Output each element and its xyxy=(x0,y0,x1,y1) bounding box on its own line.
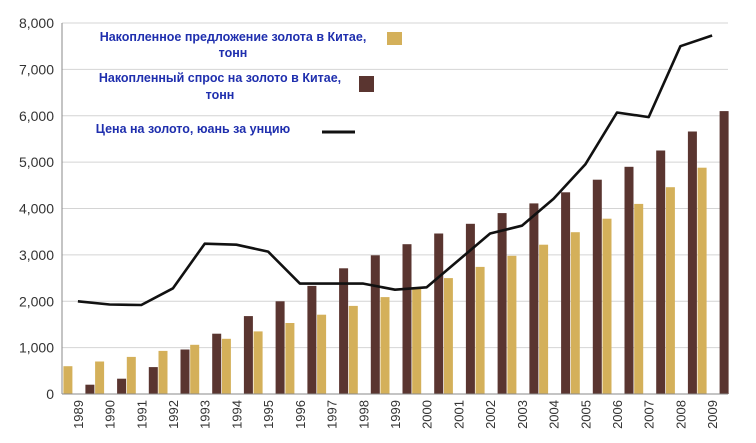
x-tick-label: 2001 xyxy=(451,400,466,429)
y-tick-label: 4,000 xyxy=(19,201,54,217)
y-tick-label: 3,000 xyxy=(19,247,54,263)
bar-series-2-1989 xyxy=(85,384,95,394)
legend-label-3: Цена на золото, юань за унцию xyxy=(96,122,291,136)
bar-series-1-2001 xyxy=(443,278,453,394)
x-tick-label: 1993 xyxy=(198,400,213,429)
bar-series-2-2007 xyxy=(656,150,666,394)
x-tick-label: 2009 xyxy=(705,400,720,429)
x-tick-label: 2008 xyxy=(673,400,688,429)
bar-series-2-2002 xyxy=(497,213,507,394)
x-tick-label: 2004 xyxy=(547,400,562,429)
x-tick-label: 2006 xyxy=(610,400,625,429)
x-tick-label: 2007 xyxy=(642,400,657,429)
bar-series-1-2009 xyxy=(697,167,707,394)
bar-series-1-1990 xyxy=(95,361,105,394)
y-tick-label: 7,000 xyxy=(19,61,54,77)
x-tick-label: 1998 xyxy=(356,400,371,429)
bar-series-1-1998 xyxy=(348,305,358,394)
y-tick-label: 2,000 xyxy=(19,293,54,309)
x-tick-label: 1994 xyxy=(229,400,244,429)
legend-label-1: тонн xyxy=(219,46,248,60)
bar-series-1-1999 xyxy=(380,297,390,394)
legend-swatch-2 xyxy=(359,76,374,92)
bar-series-1-2003 xyxy=(507,255,517,394)
bar-series-1-1994 xyxy=(221,338,231,394)
bar-series-1-2006 xyxy=(602,218,612,394)
bar-series-1-1989 xyxy=(63,366,73,394)
bar-series-2-2008 xyxy=(687,131,697,394)
bar-series-1-1991 xyxy=(126,356,136,394)
legend: Накопленное предложение золота в Китае, т… xyxy=(96,30,402,136)
bar-series-2-2009 xyxy=(719,111,729,394)
bar-series-2-1993 xyxy=(212,333,222,394)
y-tick-label: 6,000 xyxy=(19,108,54,124)
x-tick-label: 1991 xyxy=(134,400,149,429)
bar-series-2-2000 xyxy=(434,233,444,394)
bar-series-1-2004 xyxy=(539,244,549,394)
bar-series-1-1997 xyxy=(317,314,327,394)
bar-series-2-1990 xyxy=(117,378,127,394)
bar-series-2-1991 xyxy=(148,367,158,394)
x-tick-label: 2005 xyxy=(578,400,593,429)
line-layer xyxy=(77,34,713,307)
y-tick-label: 0 xyxy=(46,386,54,402)
x-tick-label: 2002 xyxy=(483,400,498,429)
bar-series-1-1993 xyxy=(190,344,200,394)
bar-series-2-2004 xyxy=(561,192,571,394)
x-tick-label: 1990 xyxy=(103,400,118,429)
x-tick-label: 2003 xyxy=(515,400,530,429)
x-tick-label: 2000 xyxy=(420,400,435,429)
x-tick-label: 1997 xyxy=(325,400,340,429)
bar-series-1-2002 xyxy=(475,266,485,394)
bar-series-2-1997 xyxy=(339,268,349,394)
bar-series-1-2008 xyxy=(665,187,675,394)
bar-series-1-2005 xyxy=(570,232,580,394)
bar-series-1-2000 xyxy=(412,287,422,394)
bar-series-2-1994 xyxy=(243,316,253,394)
bars-layer xyxy=(63,111,729,395)
bar-series-2-1999 xyxy=(402,244,412,394)
axis-layer: 0 1,000 2,000 3,000 4,000 5,000 6,000 7,000 8,00… xyxy=(19,15,728,429)
bar-series-1-1992 xyxy=(158,350,168,394)
x-tick-label: 1999 xyxy=(388,400,403,429)
bar-series-2-2005 xyxy=(592,179,602,394)
legend-label-2: Накопленный спрос на золото в Китае, xyxy=(99,71,341,85)
bar-series-1-1996 xyxy=(285,323,295,394)
bar-series-2-1992 xyxy=(180,349,190,394)
legend-label-2: тонн xyxy=(206,88,235,102)
x-tick-label: 1989 xyxy=(71,400,86,429)
y-tick-label: 5,000 xyxy=(19,154,54,170)
x-tick-label: 1996 xyxy=(293,400,308,429)
legend-label-1: Накопленное предложение золота в Китае, xyxy=(100,30,367,44)
bar-series-2-2001 xyxy=(465,223,475,394)
y-tick-label: 1,000 xyxy=(19,340,54,356)
bar-series-2-2006 xyxy=(624,166,634,394)
y-tick-label: 8,000 xyxy=(19,15,54,31)
bar-series-2-2003 xyxy=(529,203,539,394)
x-tick-label: 1995 xyxy=(261,400,276,429)
x-tick-label: 1992 xyxy=(166,400,181,429)
bar-series-1-2007 xyxy=(634,203,644,394)
legend-swatch-1 xyxy=(387,32,402,45)
grid-layer xyxy=(62,22,728,349)
bar-series-2-1995 xyxy=(275,301,285,395)
bar-series-2-1998 xyxy=(370,255,380,394)
bar-series-2-1996 xyxy=(307,285,317,394)
bar-series-1-1995 xyxy=(253,331,263,394)
